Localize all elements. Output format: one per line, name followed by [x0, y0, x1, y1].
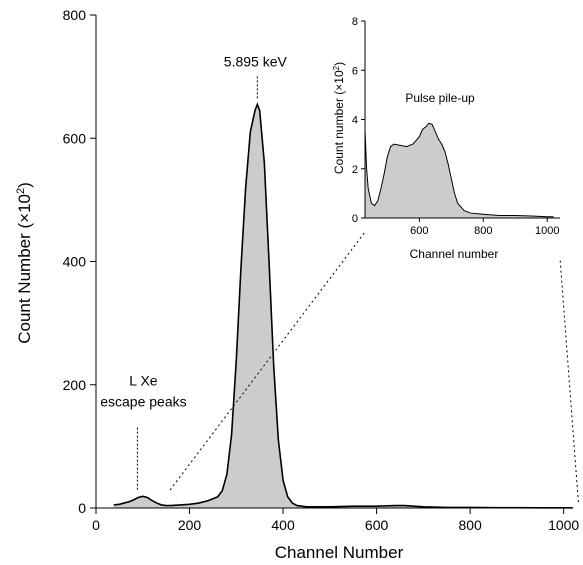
- inset-x-tick-label: 1000: [535, 225, 559, 237]
- inset-title: Pulse pile-up: [405, 91, 475, 105]
- inset-x-axis-title: Channel number: [410, 247, 499, 261]
- zoom-connector-left: [169, 231, 366, 491]
- inset-x-ticks: 600 800 1000: [410, 218, 559, 237]
- main-x-tick-label: 200: [178, 517, 202, 533]
- main-x-ticks: 0 200 400 600 800 1000: [92, 508, 579, 533]
- inset-x-tick-label: 800: [474, 225, 492, 237]
- main-x-tick-label: 800: [458, 517, 482, 533]
- inset-spectrum-line: [364, 122, 554, 218]
- escape-peaks-label-line2: escape peaks: [100, 394, 186, 410]
- main-y-axis-title-text: Count Number (×10: [15, 194, 34, 344]
- main-y-axis-title-exponent: 2: [15, 188, 27, 194]
- main-x-axis-title: Channel Number: [275, 543, 404, 562]
- inset-y-tick-label: 8: [352, 16, 358, 28]
- main-x-tick-label: 400: [271, 517, 295, 533]
- escape-peaks-label-line1: L Xe: [129, 373, 157, 389]
- main-y-tick-label: 800: [63, 7, 87, 23]
- main-annotations: 5.895 keV L Xe escape peaks: [100, 53, 288, 490]
- inset-y-axis-title-text: Count number (×10: [332, 70, 346, 174]
- inset-y-axis-title-exponent: 2: [332, 65, 341, 70]
- inset-y-axis-title-close: ): [332, 62, 346, 66]
- inset-chart: 600 800 1000 0 2 4 6 8 Pulse pile-up Channel n…: [332, 16, 560, 261]
- main-y-tick-label: 0: [78, 500, 86, 516]
- main-x-tick-label: 0: [92, 517, 100, 533]
- main-y-tick-label: 400: [63, 254, 87, 270]
- inset-spectrum-fill: [365, 123, 554, 218]
- main-y-tick-label: 200: [63, 377, 87, 393]
- main-x-tick-label: 1000: [548, 517, 579, 533]
- main-y-axis-title-close: ): [15, 182, 34, 188]
- main-x-tick-label: 600: [365, 517, 389, 533]
- inset-y-tick-label: 6: [352, 65, 358, 77]
- main-axes: 0 200 400 600 800 1000 0 200 400 600 800: [63, 7, 580, 533]
- inset-y-ticks: 0 2 4 6 8: [352, 16, 365, 225]
- inset-y-axis-title: Count number (×102): [332, 62, 347, 174]
- main-y-tick-label: 600: [63, 130, 87, 146]
- peak-energy-label: 5.895 keV: [224, 53, 288, 69]
- inset-y-tick-label: 4: [352, 115, 358, 127]
- inset-x-tick-label: 600: [410, 225, 428, 237]
- main-spectrum-line: [113, 102, 574, 509]
- main-y-ticks: 0 200 400 600 800: [63, 7, 96, 516]
- inset-y-tick-label: 2: [352, 164, 358, 176]
- inset-y-tick-label: 0: [352, 213, 358, 225]
- zoom-connector-right: [559, 257, 579, 503]
- main-y-axis-title: Count Number (×102): [15, 182, 34, 344]
